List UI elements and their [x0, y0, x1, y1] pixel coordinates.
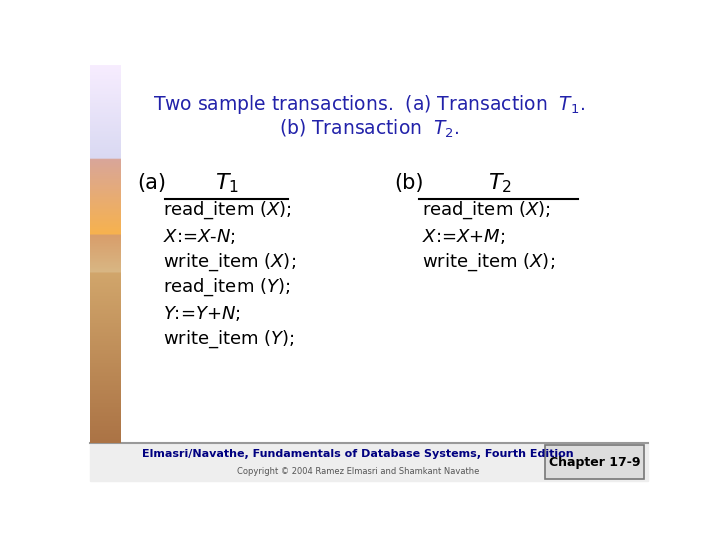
Text: $X$:=$X$-$N$;: $X$:=$X$-$N$;	[163, 227, 235, 246]
Text: Copyright © 2004 Ramez Elmasri and Shamkant Navathe: Copyright © 2004 Ramez Elmasri and Shamk…	[237, 467, 479, 476]
Text: read_item ($X$);: read_item ($X$);	[163, 200, 291, 221]
Text: (a): (a)	[138, 173, 166, 193]
Text: (b) Transaction  $T_2$.: (b) Transaction $T_2$.	[279, 118, 459, 140]
FancyBboxPatch shape	[545, 446, 644, 480]
Text: read_item ($X$);: read_item ($X$);	[422, 200, 551, 221]
Text: $T_2$: $T_2$	[488, 172, 512, 195]
Text: $T_1$: $T_1$	[215, 172, 239, 195]
Text: write_item ($X$);: write_item ($X$);	[422, 251, 555, 273]
Text: write_item ($Y$);: write_item ($Y$);	[163, 328, 294, 350]
Text: Two sample transactions.  (a) Transaction  $T_1$.: Two sample transactions. (a) Transaction…	[153, 93, 585, 116]
Bar	[90, 443, 648, 481]
Text: Elmasri/Navathe, Fundamentals of Database Systems, Fourth Edition: Elmasri/Navathe, Fundamentals of Databas…	[142, 449, 574, 460]
Text: (b): (b)	[394, 173, 423, 193]
Text: Chapter 17-9: Chapter 17-9	[549, 456, 640, 469]
Text: write_item ($X$);: write_item ($X$);	[163, 251, 295, 273]
Text: read_item ($Y$);: read_item ($Y$);	[163, 277, 290, 299]
Text: $Y$:=$Y$+$N$;: $Y$:=$Y$+$N$;	[163, 304, 240, 323]
Text: $X$:=$X$+$M$;: $X$:=$X$+$M$;	[422, 227, 505, 246]
